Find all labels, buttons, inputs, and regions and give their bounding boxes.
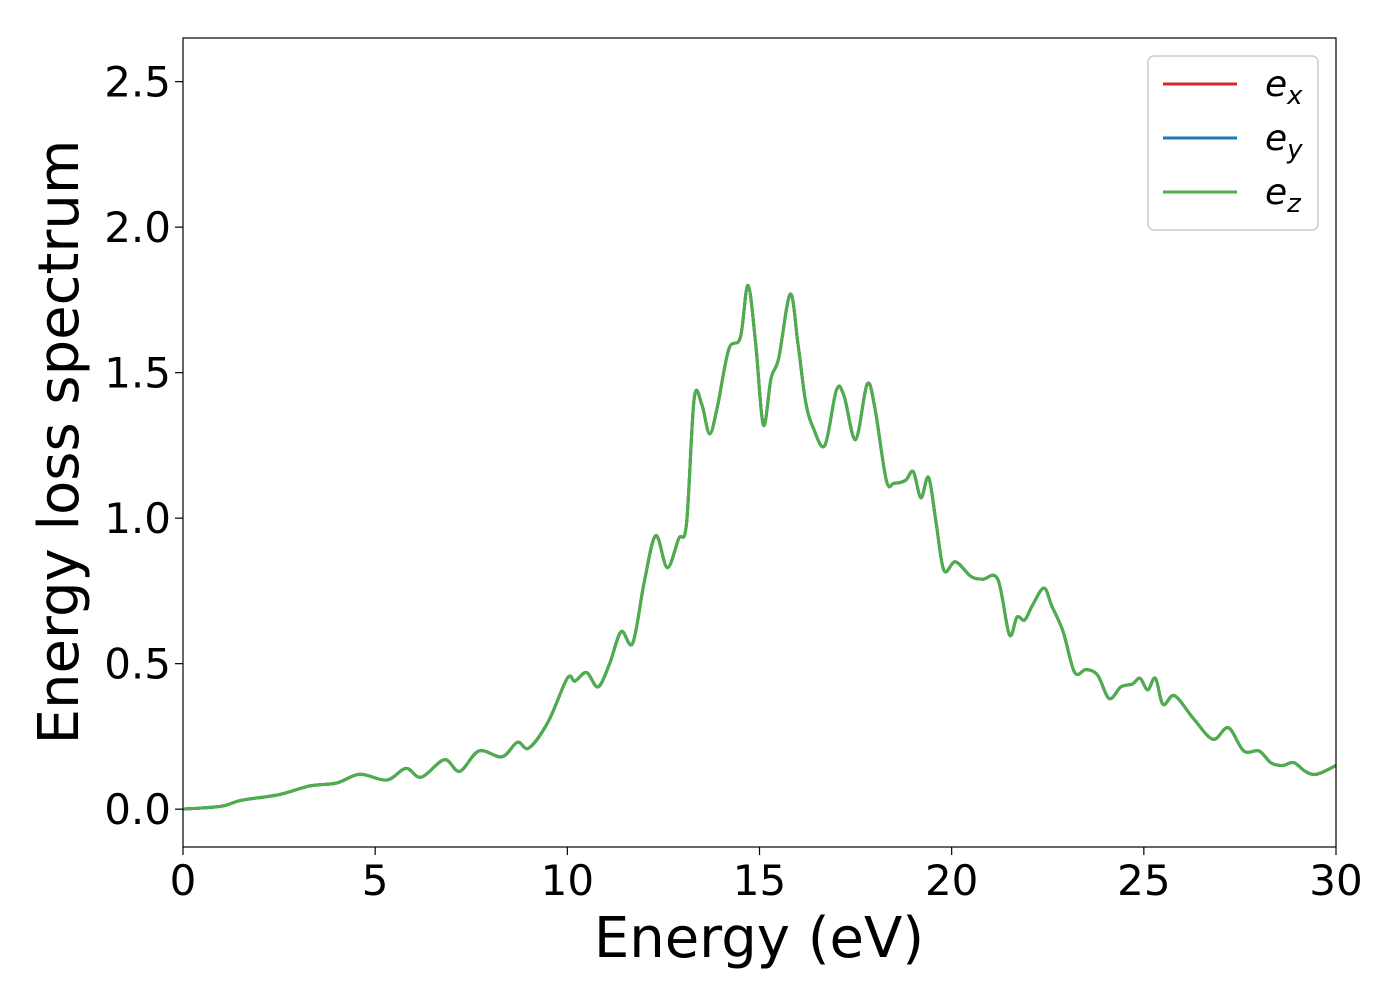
x-tick-label: 10 [541,856,594,905]
x-tick-label: 20 [925,856,978,905]
y-tick-label: 0.0 [104,785,171,834]
x-tick-label: 30 [1309,856,1362,905]
series-line-e-x [183,283,1336,811]
y-tick-label: 1.0 [104,494,171,543]
x-tick-label: 5 [362,856,389,905]
x-tick-label: 0 [170,856,197,905]
y-tick-label: 0.5 [104,640,171,689]
legend-label-e-z: ez [1265,172,1302,219]
y-tick-label: 1.5 [104,349,171,398]
x-tick-label: 15 [733,856,786,905]
y-axis-ticks: 0.0 0.5 1.0 1.5 2.0 2.5 [104,58,183,834]
x-axis-ticks: 0 5 10 15 20 25 30 [170,847,1363,905]
series-line-e-z [183,283,1336,811]
legend-box [1147,55,1319,231]
legend-label-e-y: ey [1265,118,1303,165]
y-tick-label: 2.5 [104,58,171,107]
series-lines [183,283,1336,811]
x-axis-label: Energy (eV) [594,906,924,971]
y-axis-label: Energy loss spectrum [27,140,92,745]
y-tick-label: 2.0 [104,203,171,252]
legend: ex ey ez [1147,55,1319,231]
series-line-e-y [183,283,1336,811]
legend-label-e-x: ex [1265,64,1303,111]
x-tick-label: 25 [1117,856,1170,905]
